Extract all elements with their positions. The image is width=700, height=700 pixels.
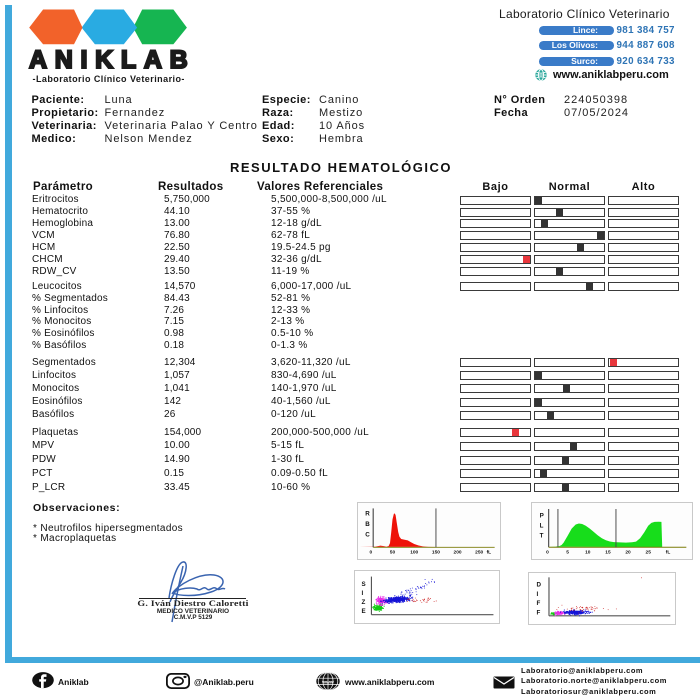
svg-text:15: 15 — [605, 550, 611, 556]
svg-text:10: 10 — [585, 550, 591, 556]
svg-text:R: R — [365, 511, 370, 518]
svg-text:50: 50 — [390, 550, 396, 556]
svg-text:C: C — [365, 531, 370, 538]
svg-text:B: B — [365, 521, 370, 528]
svg-text:25: 25 — [646, 550, 652, 556]
svg-text:fL: fL — [666, 550, 671, 556]
svg-text:E: E — [362, 608, 366, 615]
svg-text:5: 5 — [566, 550, 569, 556]
svg-text:Z: Z — [362, 599, 366, 606]
svg-text:www: www — [321, 679, 334, 685]
svg-text:T: T — [540, 532, 544, 539]
svg-text:20: 20 — [625, 550, 631, 556]
svg-text:0: 0 — [370, 550, 373, 556]
svg-text:100: 100 — [410, 550, 418, 556]
svg-text:L: L — [540, 522, 544, 529]
svg-text:F: F — [537, 600, 541, 607]
svg-text:0: 0 — [546, 550, 549, 556]
svg-text:150: 150 — [432, 550, 440, 556]
svg-text:P: P — [540, 512, 544, 519]
svg-text:I: I — [362, 590, 364, 597]
svg-text:250: 250 — [475, 550, 483, 556]
svg-text:200: 200 — [454, 550, 462, 556]
svg-text:S: S — [362, 581, 366, 588]
svg-text:D: D — [537, 581, 542, 588]
svg-text:I: I — [537, 591, 539, 598]
svg-text:F: F — [537, 609, 541, 616]
svg-text:fL: fL — [487, 550, 492, 556]
